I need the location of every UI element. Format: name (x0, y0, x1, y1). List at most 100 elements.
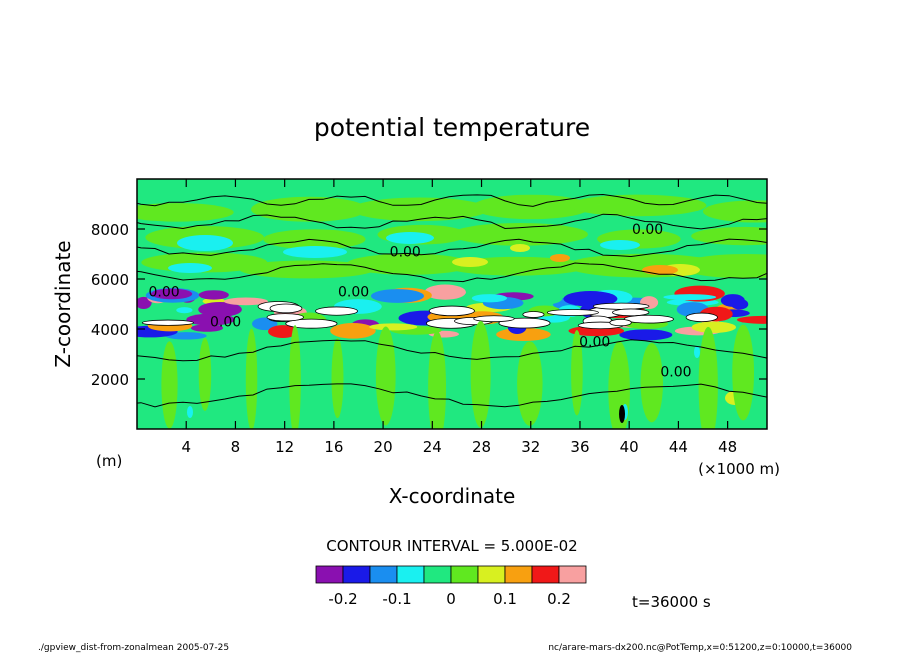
field-band-light (472, 194, 591, 220)
x-tick-label: 32 (521, 438, 540, 456)
x-tick-label: 8 (231, 438, 241, 456)
x-tick-label: 20 (374, 438, 393, 456)
field-perturbation (691, 321, 737, 333)
field-extreme (473, 315, 515, 323)
x-tick-label: 24 (423, 438, 442, 456)
field-perturbation (176, 307, 193, 314)
colorbar-swatch (342, 565, 371, 584)
colorbar-swatch (315, 565, 344, 584)
field-column (289, 325, 301, 429)
x-tick-label: 36 (570, 438, 589, 456)
field-patch-cyan (177, 235, 233, 251)
field-column (161, 341, 178, 429)
field-band-light (251, 196, 367, 222)
field-perturbation (424, 284, 466, 300)
field-perturbation (736, 315, 767, 324)
field-band-light (137, 203, 234, 222)
field-band-light (346, 253, 473, 275)
contour-label-layer: 0.00 0.00 0.00 0.00 0.00 0.00 0.00 (148, 222, 691, 381)
colorbar-swatch (477, 565, 506, 584)
colorbar-label: -0.1 (382, 590, 411, 608)
y-unit-label: (m) (96, 452, 122, 470)
contour-label: 0.00 (148, 285, 179, 301)
field-patch-cyan (600, 240, 640, 250)
field-perturbation (369, 323, 418, 331)
chart-title: potential temperature (314, 113, 590, 142)
field-extreme (269, 303, 303, 314)
contour-line (137, 383, 767, 408)
x-tick-label: 12 (275, 438, 294, 456)
contour-line (137, 213, 767, 230)
field-patch-cyan (386, 232, 434, 244)
field-column (428, 331, 447, 429)
field-band-light (703, 200, 767, 223)
contour-label: 0.00 (210, 315, 241, 331)
colorbar-label: 0.1 (493, 590, 517, 608)
y-tick-label: 8000 (91, 221, 129, 239)
colorbar: -0.2 -0.1 0 0.1 0.2 (315, 565, 587, 608)
x-tick-label: 40 (620, 438, 639, 456)
field-perturbation (151, 288, 193, 300)
y-tick-label: 6000 (91, 271, 129, 289)
field-perturbation (524, 291, 563, 305)
field-extreme (428, 305, 475, 317)
field-patch-orange (642, 265, 678, 275)
x-tick-label: 44 (669, 438, 688, 456)
x-tick-label: 28 (472, 438, 491, 456)
contour-line (137, 238, 767, 258)
field-perturbation (563, 291, 618, 307)
field-perturbation (330, 323, 376, 339)
colorbar-swatch (531, 565, 560, 584)
colorbar-label: -0.2 (328, 590, 357, 608)
colorbar-label: 0.2 (547, 590, 571, 608)
field-perturbation (731, 298, 749, 310)
field-perturbation (471, 294, 508, 303)
colorbar-swatch (504, 565, 533, 584)
contour-line (137, 193, 767, 207)
field-perturbation (268, 325, 298, 338)
field-perturbation (663, 294, 717, 301)
field-patch-orange (550, 254, 570, 262)
field-column (198, 338, 212, 411)
field-patch-yellow (452, 257, 488, 267)
field-extreme (522, 311, 545, 318)
field-column (375, 326, 396, 426)
contour-label: 0.00 (338, 285, 369, 301)
field-band-light (691, 226, 767, 246)
footer-right: nc/arare-mars-dx200.nc@PotTemp,x=0:51200… (548, 643, 852, 653)
colorbar-swatch (396, 565, 425, 584)
y-tick-label: 4000 (91, 321, 129, 339)
field-perturbation (619, 329, 673, 341)
field-column (470, 321, 491, 428)
field-patch-cyan (187, 406, 193, 418)
plot-area: 0.00 0.00 0.00 0.00 0.00 0.00 0.00 (136, 178, 768, 430)
y-axis-label: Z-coordinate (51, 240, 75, 367)
field-column (698, 326, 718, 429)
contour-line (137, 339, 767, 362)
field-extreme (141, 319, 194, 326)
field-extreme (315, 306, 358, 316)
field-column (571, 330, 583, 416)
x-unit-label: (×1000 m) (698, 460, 780, 478)
field-column (331, 337, 344, 419)
field-perturbation (371, 289, 424, 303)
contour-interval-label: CONTOUR INTERVAL = 5.000E-02 (326, 537, 577, 555)
field-band-light (569, 194, 707, 217)
colorbar-swatch (558, 565, 587, 584)
field-extreme (285, 318, 338, 329)
field-perturbation (198, 290, 229, 300)
field-band-light (678, 253, 767, 279)
field-patch-cyan (168, 263, 212, 273)
field-extreme (612, 308, 650, 317)
contour-label: 0.00 (390, 245, 421, 261)
colorbar-swatch (423, 565, 452, 584)
field-extreme (592, 302, 650, 310)
field-perturbation (186, 313, 235, 326)
x-tick-label: 48 (718, 438, 737, 456)
field-perturbation (165, 332, 207, 340)
time-label: t=36000 s (632, 593, 711, 611)
field-perturbation (223, 297, 268, 306)
footer-left: ./gpview_dist-from-zonalmean 2005-07-25 (38, 643, 229, 653)
